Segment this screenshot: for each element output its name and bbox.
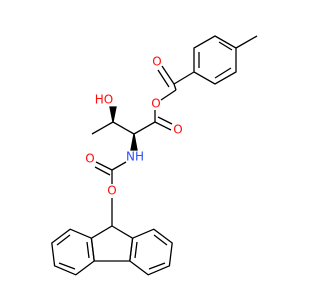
atom-label: O — [85, 152, 94, 166]
atom-label: HO — [95, 93, 113, 107]
bonds — [51, 35, 258, 276]
atom-label: O — [151, 97, 160, 111]
atom-label: O — [173, 123, 182, 137]
atom-label: O — [152, 55, 161, 69]
atom-label: O — [107, 184, 116, 198]
molecule: O O O HO NH O O — [51, 35, 258, 276]
atom-label: NH — [126, 150, 144, 164]
